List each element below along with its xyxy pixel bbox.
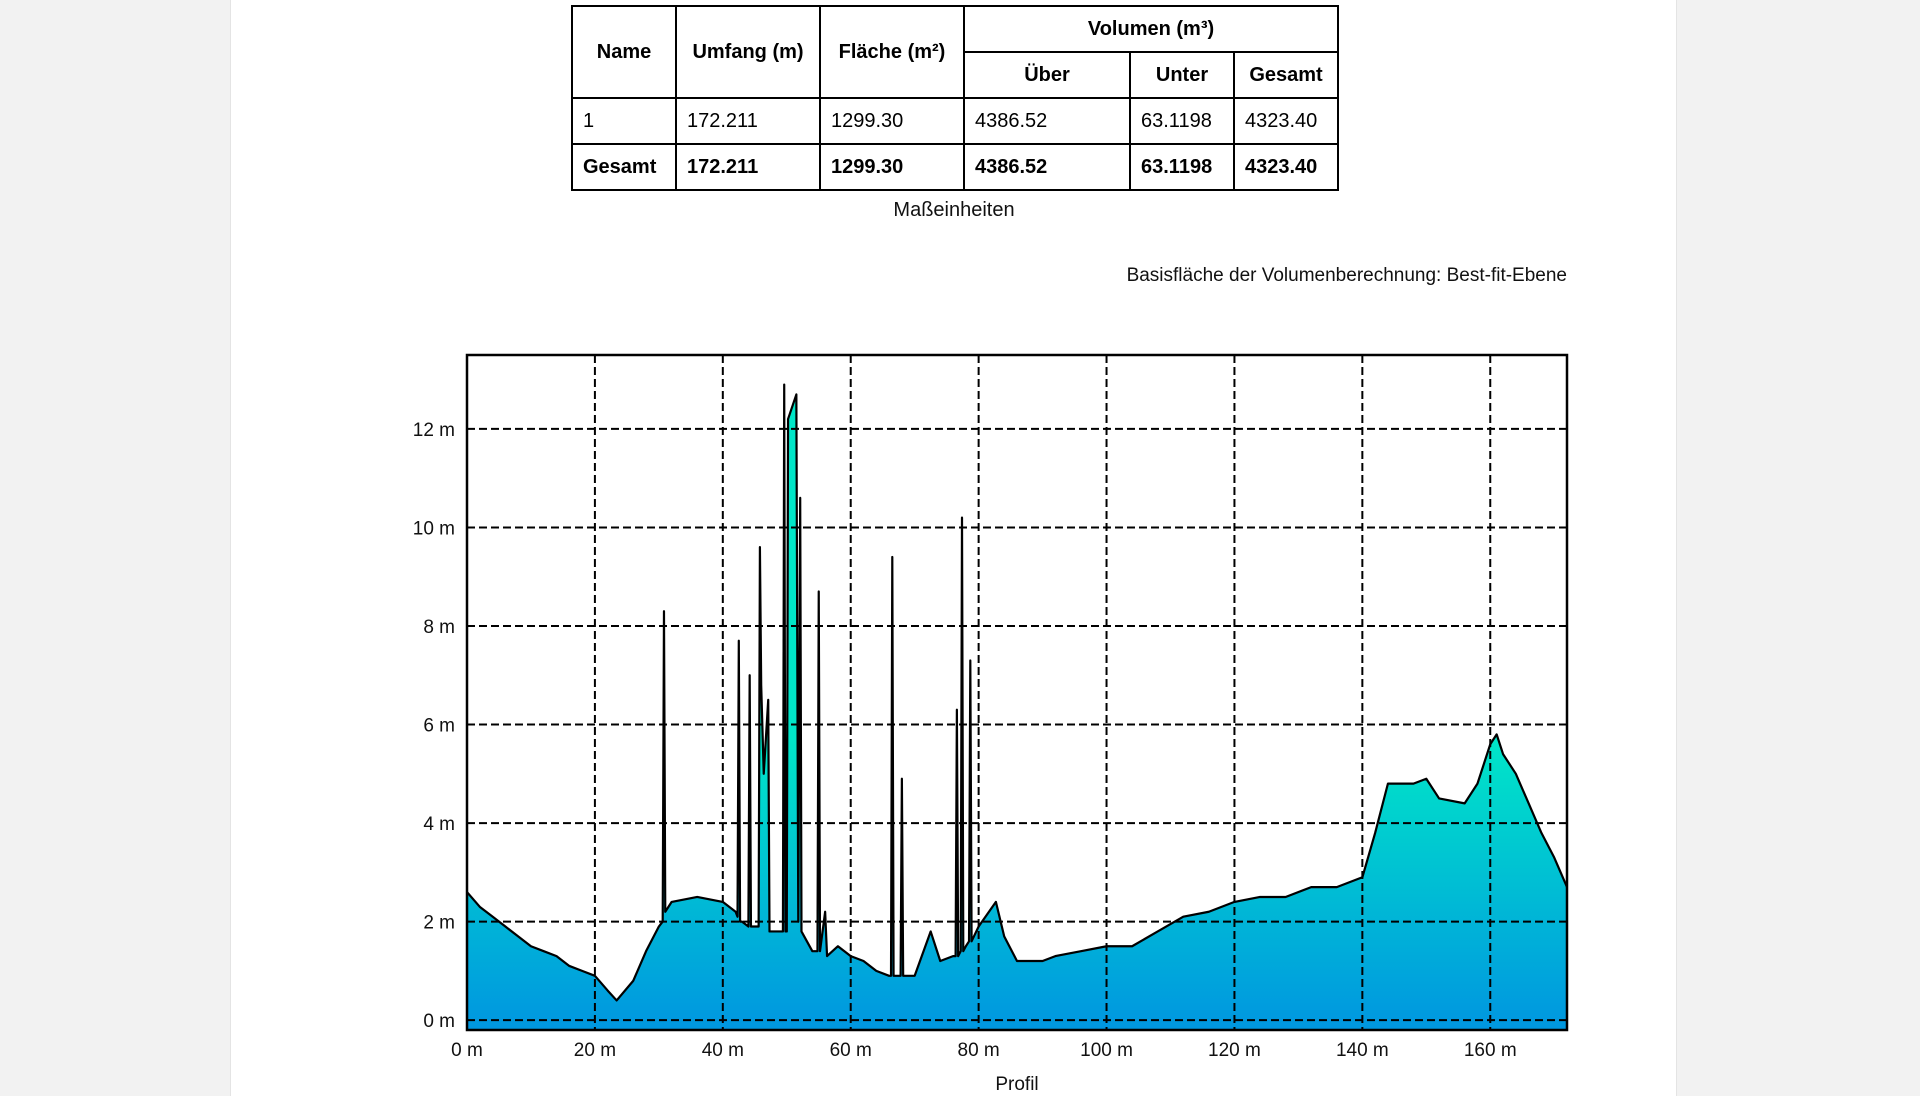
x-axis-label: Profil [995,1074,1038,1095]
x-tick-label: 0 m [451,1040,483,1061]
x-tick-label: 100 m [1080,1040,1133,1061]
y-tick-label: 12 m [413,420,455,441]
y-tick-label: 0 m [423,1011,455,1032]
table-cell: 4386.52 [963,97,1131,145]
subheader-cell: Über [963,51,1131,99]
header-cell: Volumen (m³) [963,5,1339,53]
table-cell: 4323.40 [1233,97,1339,145]
table-cell: 172.211 [675,143,821,191]
x-tick-label: 120 m [1208,1040,1261,1061]
y-tick-label: 6 m [423,716,455,737]
table-cell: 1 [571,97,677,145]
x-tick-label: 20 m [574,1040,616,1061]
x-tick-label: 40 m [702,1040,744,1061]
header-cell: Name [571,5,677,99]
subheader-cell: Gesamt [1233,51,1339,99]
table-cell: 1299.30 [819,97,965,145]
profile-line [466,383,1569,1002]
x-tick-label: 80 m [958,1040,1000,1061]
volume-table: Name Umfang (m) Fläche (m²) Volumen (m³)… [571,5,1339,191]
table-cell: 4323.40 [1233,143,1339,191]
y-tick-label: 4 m [423,814,455,835]
area-fill [467,384,1567,1030]
note: Basisfläche der Volumenberechnung: Best-… [1126,265,1567,286]
table-cell: 63.1198 [1129,143,1235,191]
table-cell: Gesamt [571,143,677,191]
header-cell: Fläche (m²) [819,5,965,99]
table-cell: 63.1198 [1129,97,1235,145]
x-tick-label: 160 m [1464,1040,1517,1061]
x-tick-label: 140 m [1336,1040,1389,1061]
header-cell: Umfang (m) [675,5,821,99]
x-tick-label: 60 m [830,1040,872,1061]
y-tick-label: 10 m [413,518,455,539]
y-tick-label: 2 m [423,913,455,934]
caption: Maßeinheiten [893,199,1015,221]
table-cell: 4386.52 [963,143,1131,191]
table-cell: 1299.30 [819,143,965,191]
table-row: Gesamt 172.211 1299.30 4386.52 63.1198 4323.4… [571,143,1339,191]
subheader-cell: Unter [1129,51,1235,99]
plot-frame [465,353,1569,1032]
y-tick-label: 8 m [423,617,455,638]
table-row: 1 172.211 1299.30 4386.52 63.1198 4323.40 [571,97,1339,145]
table-cell: 172.211 [675,97,821,145]
